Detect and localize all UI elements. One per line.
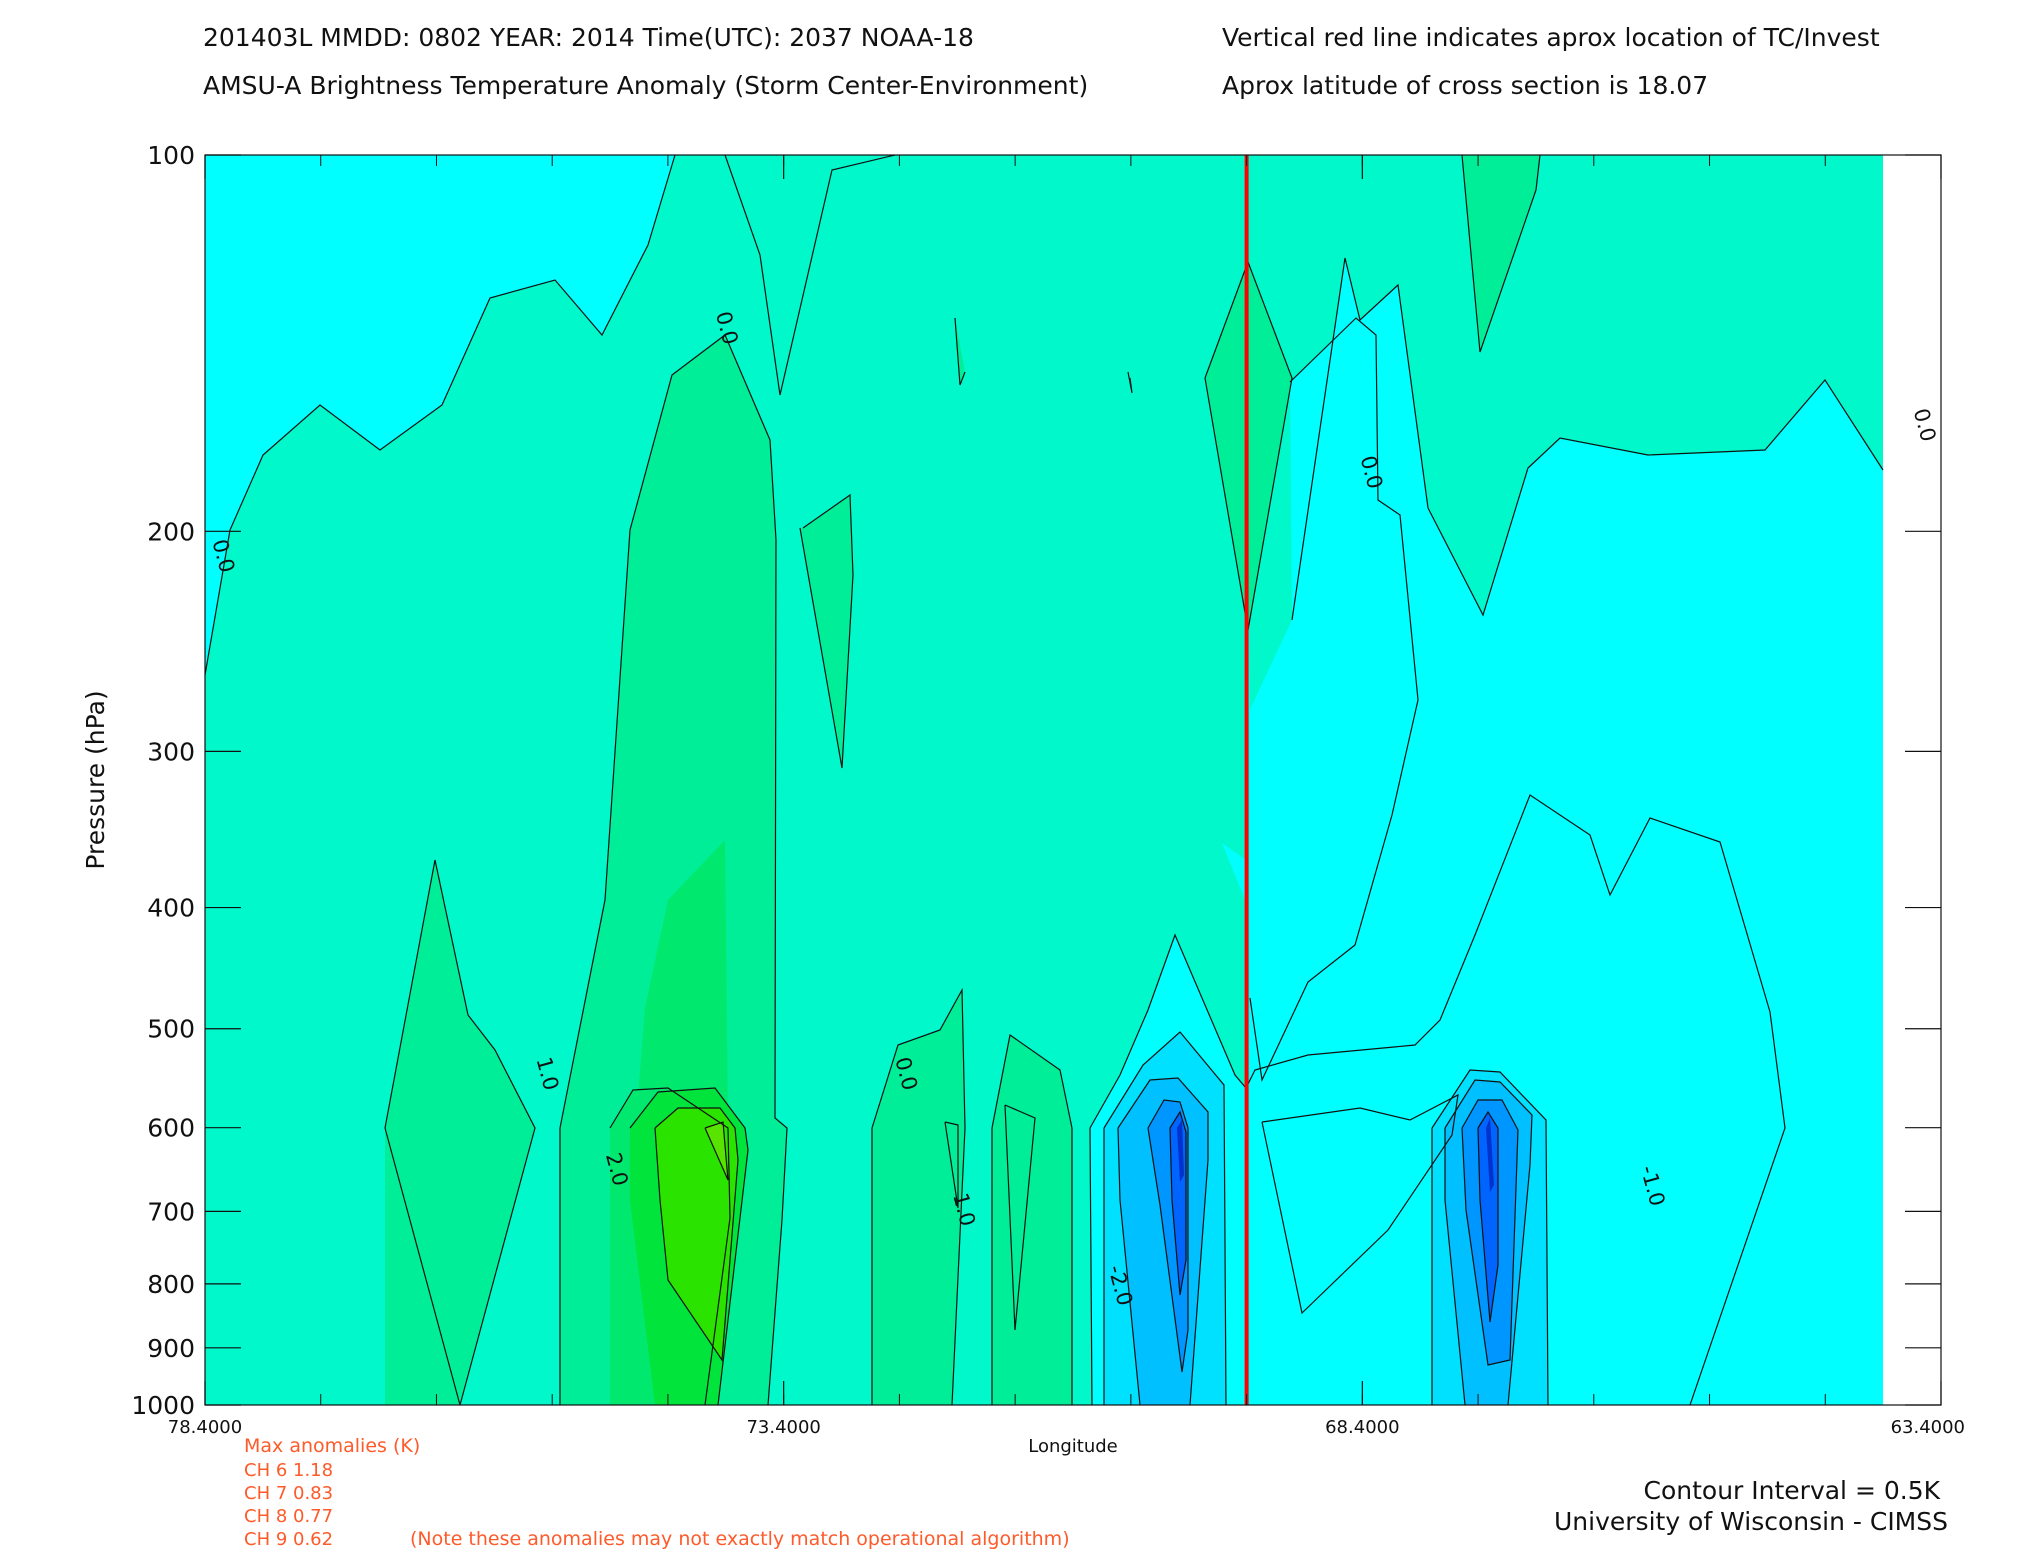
- plot-frame: [204, 154, 1942, 1406]
- contour-region-0-5-strip: [800, 495, 853, 768]
- contour-region-0-5-mid: [872, 990, 965, 1405]
- contour-label: 0.0: [1909, 406, 1941, 444]
- y-tick-label: 800: [147, 1270, 195, 1299]
- channel-row: CH 7 0.83: [244, 1483, 333, 1504]
- contour-region-neg-3-0-east: [1486, 1118, 1494, 1192]
- header-line2-right: Aprox latitude of cross section is 18.07: [1222, 71, 1708, 100]
- y-tick-label: 600: [147, 1114, 195, 1143]
- contour-region-0-5-ne: [1462, 155, 1540, 352]
- max-anomalies-title: Max anomalies (K): [244, 1435, 420, 1457]
- axes: 78.4000 73.4000 68.4000 63.4000 100 200 300 400…: [131, 141, 1965, 1438]
- y-tick-label: 500: [147, 1015, 195, 1044]
- max-anomalies-panel: Max anomalies (K) CH 6 1.18 CH 7 0.83 CH…: [244, 1435, 1070, 1550]
- contour-region-1-0-b: [635, 840, 728, 1135]
- contour-lines: [204, 154, 1884, 1406]
- plot-area: 0.00.00.00.01.02.00.01.0-2.0-1.0: [204, 154, 1942, 1406]
- contour-region-neg-0-5-east2: [1262, 1095, 1458, 1313]
- header-line1-right: Vertical red line indicates aprox locati…: [1222, 23, 1880, 52]
- header-line2-left: AMSU-A Brightness Temperature Anomaly (S…: [203, 71, 1088, 100]
- credit-line: University of Wisconsin - CIMSS: [1554, 1507, 1948, 1536]
- x-tick-label: 78.4000: [168, 1417, 242, 1438]
- x-tick-label: 63.4000: [1891, 1417, 1965, 1438]
- channel-row: CH 9 0.62: [244, 1529, 333, 1550]
- y-tick-label: 300: [147, 737, 195, 766]
- contour-interval: Contour Interval = 0.5K: [1644, 1476, 1941, 1505]
- contour-region-2-5: [705, 1122, 728, 1180]
- y-axis-label: Pressure (hPa): [81, 690, 110, 869]
- channel-row: CH 8 0.77: [244, 1506, 333, 1527]
- y-tick-label: 1000: [131, 1391, 195, 1420]
- y-tick-label: 900: [147, 1334, 195, 1363]
- y-tick-label: 200: [147, 517, 195, 546]
- y-tick-label: 100: [147, 141, 195, 170]
- contour-region-neg-2-5-east: [1478, 1112, 1498, 1322]
- contour-region-2-0: [655, 1108, 738, 1360]
- x-tick-label: 68.4000: [1325, 1417, 1399, 1438]
- y-tick-label: 700: [147, 1197, 195, 1226]
- header-line1-left: 201403L MMDD: 0802 YEAR: 2014 Time(UTC):…: [203, 23, 974, 52]
- x-axis-label: Longitude: [1028, 1436, 1118, 1457]
- anomaly-note: (Note these anomalies may not exactly ma…: [410, 1528, 1070, 1550]
- contour-region-0-5-smallsw: [955, 318, 965, 385]
- contour-region-neg-3-0-west: [1177, 1120, 1184, 1182]
- x-tick-label: 73.4000: [746, 1417, 820, 1438]
- header: 201403L MMDD: 0802 YEAR: 2014 Time(UTC):…: [203, 23, 1880, 100]
- contour-region-neg-0-5-north: [1246, 318, 1418, 1080]
- y-tick-label: 400: [147, 894, 195, 923]
- contour-region-0-5-right: [992, 1035, 1072, 1405]
- right-empty-column: [1883, 155, 1941, 1405]
- channel-row: CH 6 1.18: [244, 1460, 333, 1481]
